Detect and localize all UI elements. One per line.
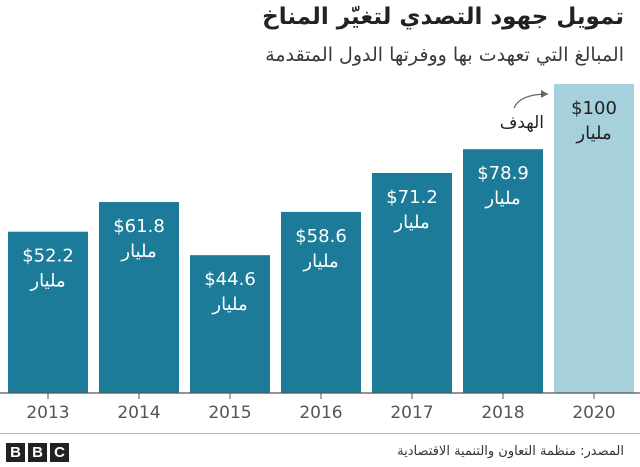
chart-title: تمويل جهود التصدي لتغيّر المناخ: [262, 4, 624, 30]
source-note: المصدر: منظمة التعاون والتنمية الاقتصادي…: [397, 444, 624, 459]
annotation-arrowhead: [541, 90, 548, 98]
chart-subtitle: المبالغ التي تعهدت بها ووفرتها الدول الم…: [265, 44, 624, 66]
data-label: $100: [571, 98, 617, 119]
x-tick-label: 2017: [390, 403, 433, 423]
x-tick-label: 2013: [26, 403, 69, 423]
bbc-logo: B B C: [6, 443, 69, 462]
data-label: $52.2: [22, 246, 74, 267]
x-tick-label: 2018: [481, 403, 524, 423]
bbc-logo-letter: C: [50, 443, 69, 462]
bar: [281, 211, 361, 393]
x-tick-label: 2015: [208, 403, 251, 423]
bar: [463, 149, 543, 393]
bar-chart: $52.2 مليار 2013 $61.8 مليار 2014 $44.6 مليار 20…: [0, 84, 640, 423]
data-label-unit: مليار: [575, 123, 611, 144]
data-label: $58.6: [295, 226, 347, 247]
bar: [190, 255, 270, 393]
data-label-unit: مليار: [484, 188, 520, 209]
footer-divider: [0, 433, 640, 434]
data-label-unit: مليار: [393, 212, 429, 233]
x-tick-label: 2016: [299, 403, 342, 423]
data-label-unit: مليار: [29, 271, 65, 292]
bar: [372, 172, 452, 393]
data-label-unit: مليار: [211, 294, 247, 315]
bar: [99, 202, 179, 393]
bbc-logo-letter: B: [28, 443, 47, 462]
data-label-unit: مليار: [302, 251, 338, 272]
x-tick-label: 2014: [117, 403, 160, 423]
bbc-logo-letter: B: [6, 443, 25, 462]
target-annotation: الهدف: [500, 113, 544, 133]
bar: [8, 231, 88, 393]
data-label: $61.8: [113, 216, 165, 237]
bar: [554, 84, 634, 393]
data-label-unit: مليار: [120, 241, 156, 262]
data-label: $78.9: [477, 163, 529, 184]
data-label: $71.2: [386, 187, 438, 208]
x-tick-label: 2020: [572, 403, 615, 423]
data-label: $44.6: [204, 269, 256, 290]
